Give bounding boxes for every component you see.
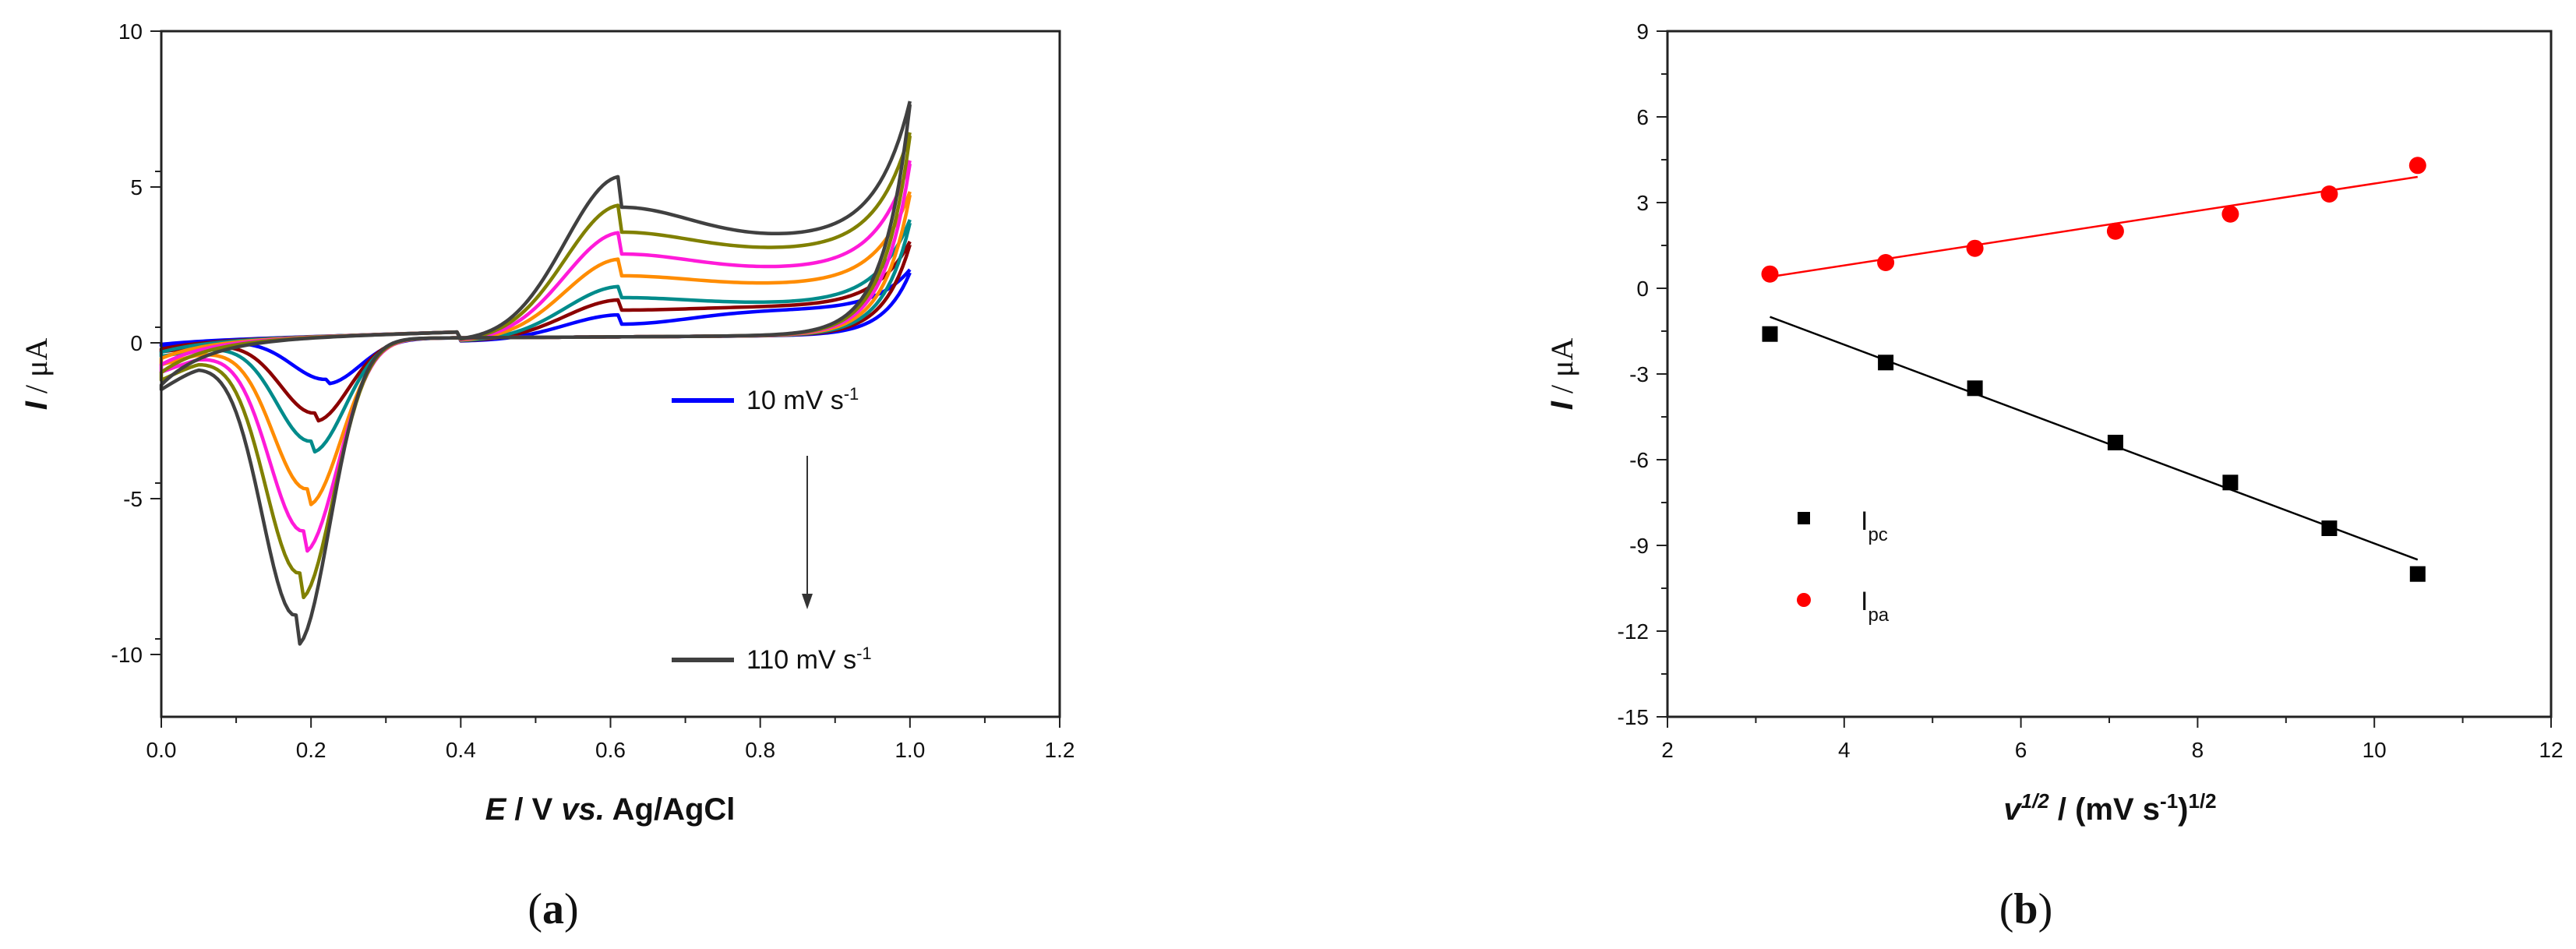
cv-curve-5 (159, 160, 912, 553)
legend-label-pc: Ipc (1861, 506, 1888, 545)
cv-curve-4 (159, 191, 912, 506)
y-tick-label: -6 (1629, 448, 1649, 472)
legend-marker-pc (1798, 512, 1810, 524)
annotation-110mv: 110 mV s-1 (746, 644, 872, 676)
point-pa (1877, 254, 1895, 271)
point-pa (2106, 222, 2124, 240)
x-axis-ticks: 0.0 0.2 0.4 0.6 0.8 1.0 1.2 (146, 717, 1075, 762)
cv-curve-7 (159, 101, 912, 646)
point-pa (2320, 185, 2338, 203)
point-pc (2222, 474, 2239, 491)
fit-lines (1770, 175, 2419, 561)
x-axis-title: E / V vs. Ag/AgCl (485, 792, 736, 827)
plot-frame (1666, 30, 2553, 718)
point-pa (1761, 265, 1779, 283)
x-tick-label: 0.6 (595, 738, 626, 762)
point-pc (2409, 566, 2426, 582)
x-tick-label: 12 (2539, 738, 2563, 762)
arrow-head (802, 594, 813, 609)
peak-current-panel: 2 4 6 8 10 12 9 6 3 0 -3 -6 -9 -12 -15 Ipc Ipa v1/2 /… (1544, 19, 2564, 933)
x-tick-label: 1.0 (895, 738, 925, 762)
y-tick-label: 6 (1636, 105, 1649, 129)
data-points (1761, 157, 2426, 582)
y-tick-label: -9 (1629, 534, 1649, 558)
x-tick-label: 4 (1838, 738, 1851, 762)
y-tick-label: 10 (118, 19, 143, 44)
y-axis-title: I / μA (19, 338, 54, 411)
fit-line-pa (1770, 175, 2418, 278)
x-tick-label: 8 (2192, 738, 2204, 762)
point-pc (2107, 435, 2123, 450)
x-axis-ticks: 2 4 6 8 10 12 (1661, 717, 2564, 762)
point-pc (2321, 520, 2338, 536)
x-tick-label: 2 (1661, 738, 1674, 762)
point-pa (2408, 157, 2426, 175)
x-tick-label: 0.8 (745, 738, 775, 762)
fit-line-pc (1770, 316, 2419, 561)
panel-label-b: (b) (1999, 885, 2052, 933)
cv-panel: 0.0 0.2 0.4 0.6 0.8 1.0 1.2 10 5 0 -5 -10 10 mV s-… (19, 19, 1075, 933)
point-pa (1966, 239, 1984, 257)
y-axis-title: I / μA (1544, 338, 1579, 411)
legend-marker-pa (1797, 593, 1811, 607)
point-pa (2221, 205, 2239, 223)
x-tick-label: 1.2 (1045, 738, 1075, 762)
x-tick-label: 0.2 (296, 738, 326, 762)
y-tick-label: -5 (123, 487, 143, 511)
cv-curves (159, 101, 912, 646)
legend: Ipc Ipa (1797, 506, 1890, 626)
annotation-10mv: 10 mV s-1 (746, 384, 859, 416)
point-pc (1878, 355, 1894, 371)
y-tick-label: 9 (1636, 19, 1649, 44)
panel-label-a: (a) (528, 885, 578, 933)
point-pc (1967, 380, 1983, 397)
x-tick-label: 0.0 (146, 738, 177, 762)
y-axis-ticks: 10 5 0 -5 -10 (111, 19, 161, 667)
x-tick-label: 6 (2015, 738, 2027, 762)
y-tick-label: -3 (1629, 362, 1649, 386)
legend-label-pa: Ipa (1861, 587, 1890, 626)
x-axis-title: v1/2 / (mV s-1)1/2 (2003, 789, 2216, 827)
y-tick-label: -15 (1618, 705, 1649, 729)
y-tick-label: 0 (130, 331, 143, 355)
point-pc (1762, 326, 1778, 342)
y-tick-label: 5 (130, 175, 143, 199)
x-tick-label: 0.4 (446, 738, 476, 762)
cv-curve-6 (159, 132, 912, 600)
y-tick-label: 3 (1636, 191, 1649, 215)
y-tick-label: 0 (1636, 277, 1649, 301)
y-tick-label: -12 (1618, 619, 1649, 644)
y-tick-label: -10 (111, 643, 143, 667)
y-axis-ticks: 9 6 3 0 -3 -6 -9 -12 -15 (1618, 19, 1667, 729)
cv-curve-1 (159, 268, 912, 386)
x-tick-label: 10 (2363, 738, 2387, 762)
